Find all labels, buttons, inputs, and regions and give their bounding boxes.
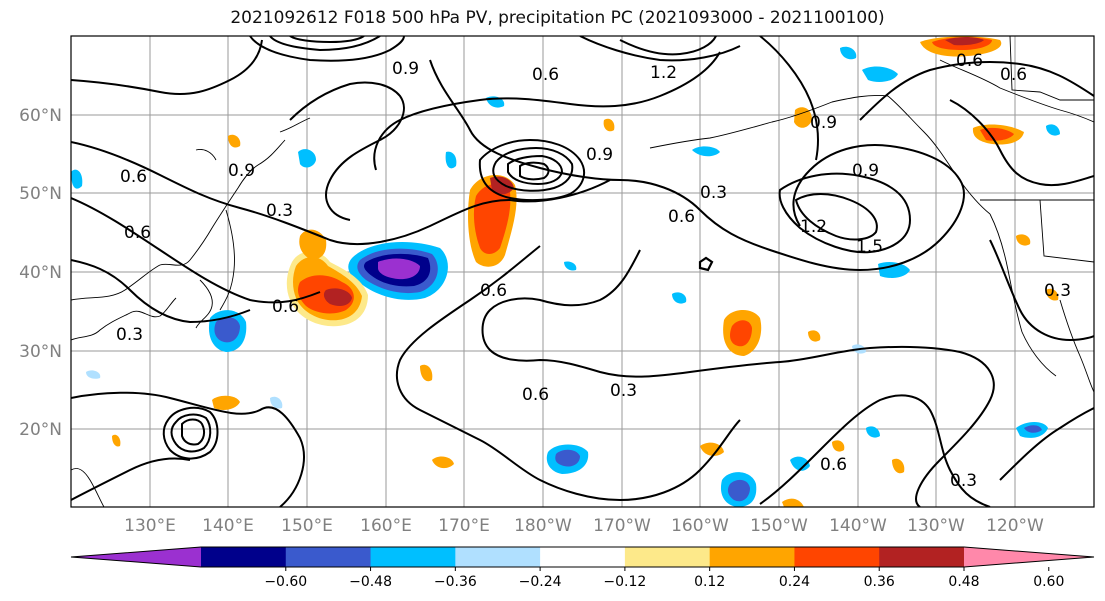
lat-label: 60°N xyxy=(19,106,62,126)
contour-label: 0.6 xyxy=(480,281,507,301)
lon-label: 180°W xyxy=(514,516,572,536)
lon-label: 120°W xyxy=(986,516,1044,536)
contour-label: 0.3 xyxy=(116,325,143,345)
lon-label: 130°E xyxy=(124,516,176,536)
colorbar-segment xyxy=(285,547,372,567)
colorbar-segment xyxy=(709,547,795,567)
contour-label: 1.5 xyxy=(856,237,883,257)
contour-label: 0.3 xyxy=(610,381,637,401)
colorbar-tick-label: −0.48 xyxy=(349,574,392,590)
contour-label: 0.3 xyxy=(266,201,293,221)
colorbar-extension-high xyxy=(964,547,1094,567)
lat-label: 50°N xyxy=(19,184,62,204)
contour-label: 0.9 xyxy=(852,161,879,181)
lon-label: 160°E xyxy=(360,516,412,536)
colorbar-tick-label: −0.36 xyxy=(434,574,477,590)
pv-contours xyxy=(71,36,1094,507)
contour-label: 0.6 xyxy=(532,65,559,85)
contour-label: 0.6 xyxy=(820,455,847,475)
colorbar-tick-label: −0.60 xyxy=(264,574,307,590)
contour-label: 0.3 xyxy=(700,183,727,203)
contour-label: 0.3 xyxy=(950,471,977,491)
lon-label: 160°W xyxy=(671,516,729,536)
colorbar-tick-label: −0.12 xyxy=(603,574,646,590)
contour-label: 0.9 xyxy=(228,161,255,181)
lon-label: 170°E xyxy=(438,516,490,536)
map-plot-area: 0.9 0.6 1.2 0.6 0.9 0.6 0.9 1.2 1.5 0.3 … xyxy=(71,36,1094,507)
lon-label: 130°W xyxy=(907,516,965,536)
contour-label: 0.9 xyxy=(586,145,613,165)
colorbar-tick-label: 0.24 xyxy=(779,574,810,590)
colorbar: −0.60 −0.48 −0.36 −0.24 −0.12 0.12 0.24 0.36 0.4… xyxy=(70,546,1095,590)
lat-label: 40°N xyxy=(19,263,62,283)
colorbar-segment xyxy=(540,547,626,567)
contour-label: 1.2 xyxy=(800,217,827,237)
colorbar-segment xyxy=(794,547,880,567)
lon-label: 150°W xyxy=(750,516,808,536)
contour-label: 0.3 xyxy=(1044,281,1071,301)
colorbar-segment xyxy=(624,547,711,567)
lat-label: 20°N xyxy=(19,420,62,440)
map-frame xyxy=(70,35,1095,508)
contour-label: 0.6 xyxy=(120,167,147,187)
contour-label: 0.6 xyxy=(956,51,983,71)
graticule xyxy=(71,36,1094,507)
colorbar-extension-low xyxy=(71,547,201,567)
latitude-labels: 60°N 50°N 40°N 30°N 20°N xyxy=(19,106,62,440)
colorbar-segment xyxy=(201,547,287,567)
contour-label: 0.6 xyxy=(668,207,695,227)
contour-label: 0.6 xyxy=(522,385,549,405)
colorbar-tick-label: 0.12 xyxy=(694,574,725,590)
colorbar-tick-label: 0.60 xyxy=(1033,574,1064,590)
lon-label: 150°E xyxy=(281,516,333,536)
lon-label: 140°E xyxy=(202,516,254,536)
contour-label: 0.6 xyxy=(272,297,299,317)
map-title: 2021092612 F018 500 hPa PV, precipitatio… xyxy=(230,8,885,28)
contour-label: 0.9 xyxy=(810,113,837,133)
colorbar-segment xyxy=(879,547,965,567)
colorbar-segment xyxy=(370,547,456,567)
colorbar-outline xyxy=(70,546,1095,568)
colorbar-tick-label: 0.36 xyxy=(864,574,895,590)
longitude-labels: 130°E 140°E 150°E 160°E 170°E 180°W 170°… xyxy=(124,516,1044,536)
contour-label: 1.2 xyxy=(650,63,677,83)
lon-label: 170°W xyxy=(593,516,651,536)
colorbar-tick-label: 0.48 xyxy=(948,574,979,590)
lat-label: 30°N xyxy=(19,342,62,362)
contour-label: 0.6 xyxy=(124,223,151,243)
contour-label: 0.9 xyxy=(392,59,419,79)
contour-label: 0.6 xyxy=(1000,65,1027,85)
colorbar-tick-label: −0.24 xyxy=(519,574,562,590)
contour-labels: 0.9 0.6 1.2 0.6 0.9 0.6 0.9 1.2 1.5 0.3 … xyxy=(116,51,1071,491)
colorbar-segment xyxy=(455,547,541,567)
lon-label: 140°W xyxy=(829,516,887,536)
